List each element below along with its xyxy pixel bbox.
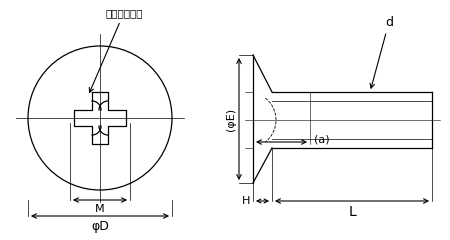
Text: L: L <box>348 205 356 219</box>
Text: (φE): (φE) <box>226 108 236 131</box>
Text: H: H <box>242 196 250 206</box>
Text: M: M <box>95 204 105 214</box>
Text: φD: φD <box>91 220 109 233</box>
Text: d: d <box>370 16 393 88</box>
Text: 十字穴＃０番: 十字穴＃０番 <box>89 8 143 92</box>
Text: (a): (a) <box>314 135 329 145</box>
